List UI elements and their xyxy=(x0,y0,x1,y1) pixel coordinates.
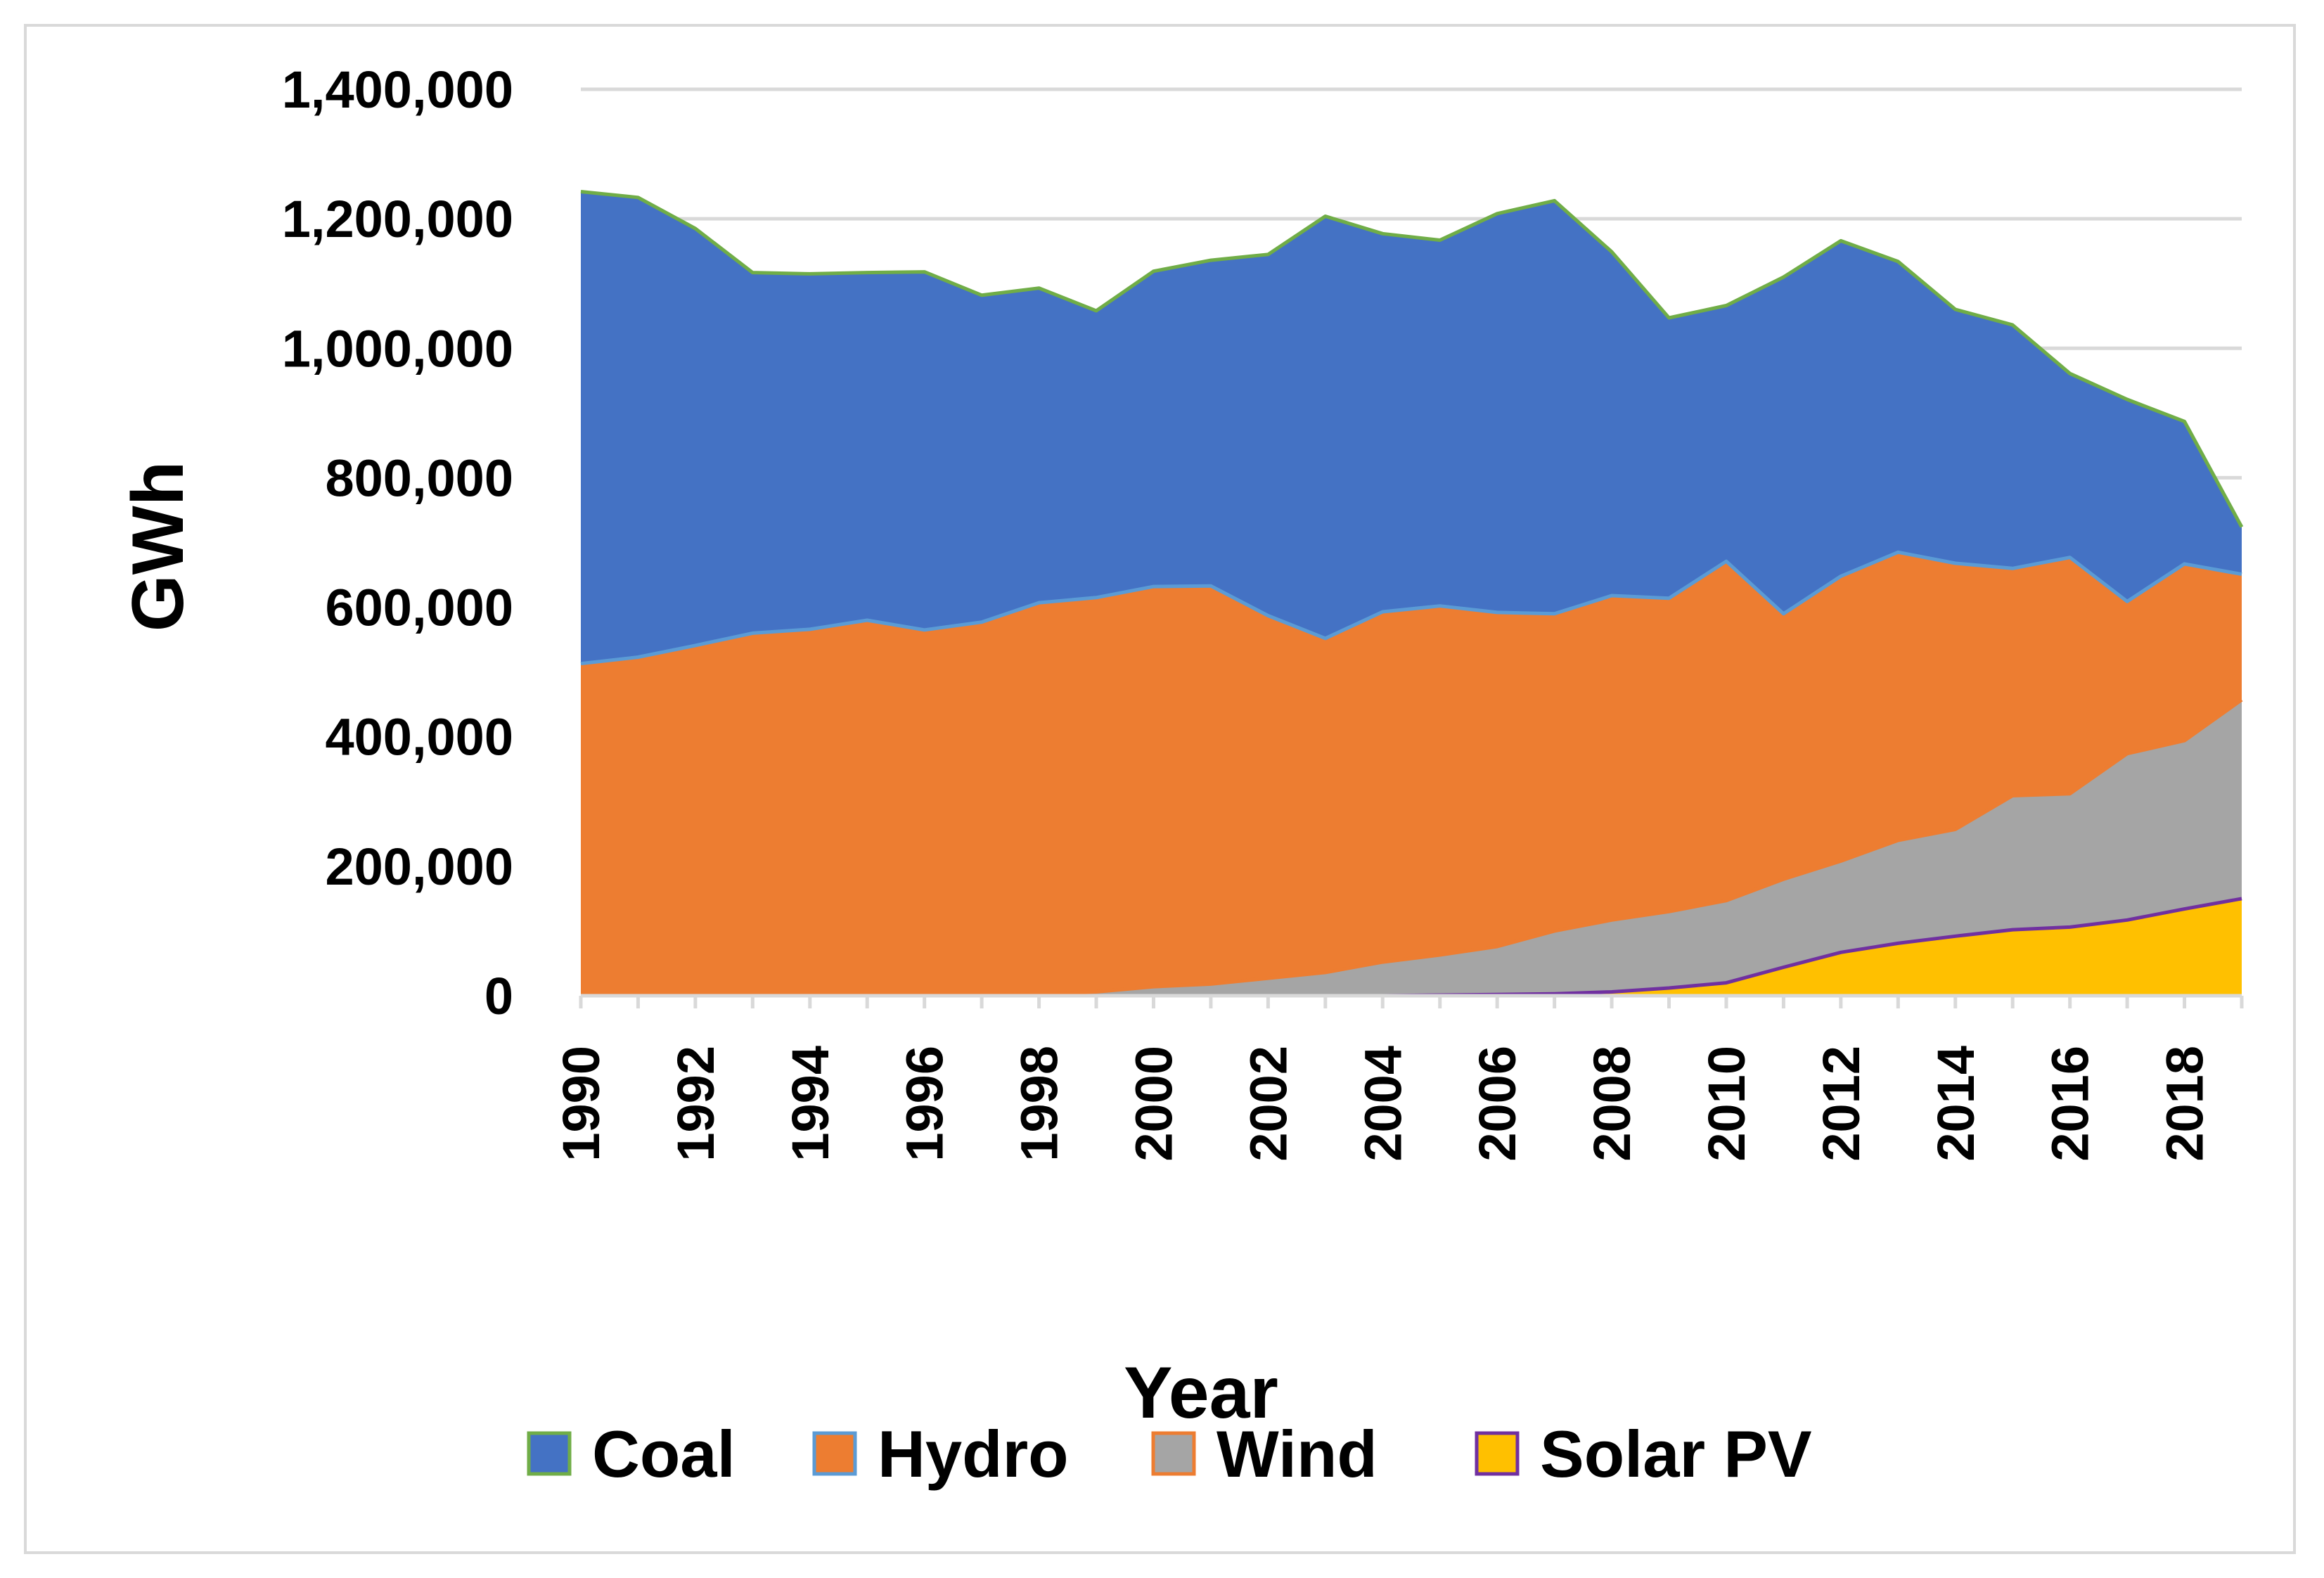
legend-swatch xyxy=(527,1431,572,1476)
area-solar-pv xyxy=(581,898,2242,996)
legend: Coal Hydro Wind Solar PV xyxy=(527,1417,1812,1491)
area-coal xyxy=(581,191,2242,664)
x-tick-label: 1994 xyxy=(781,1046,840,1162)
y-axis-title: GWh xyxy=(117,461,199,632)
legend-label: Wind xyxy=(1216,1417,1378,1491)
x-tick-label: 2004 xyxy=(1354,1046,1412,1162)
x-tick-label: 1996 xyxy=(896,1046,954,1162)
y-tick-label: 800,000 xyxy=(326,449,514,507)
y-tick-label: 0 xyxy=(484,967,513,1025)
x-axis: 1990 1992 1994 1996 1998 2000 2002 2004 2006 2008… xyxy=(552,994,2244,1162)
x-tick-label: 2012 xyxy=(1812,1046,1870,1162)
x-tick-label: 1992 xyxy=(667,1046,725,1162)
x-tick-label: 2006 xyxy=(1468,1046,1527,1162)
y-tick-label: 400,000 xyxy=(326,708,514,766)
legend-label: Solar PV xyxy=(1540,1417,1812,1491)
x-tick-label: 2000 xyxy=(1125,1046,1183,1162)
legend-swatch xyxy=(1475,1431,1520,1476)
area-outline-coal xyxy=(580,190,2244,528)
x-tick-label: 1998 xyxy=(1010,1046,1069,1162)
area-wind xyxy=(581,700,2242,996)
y-axis-tick-labels: 0 200,000 400,000 600,000 800,000 1,000,000 1,… xyxy=(282,60,513,1025)
x-tick-label: 2002 xyxy=(1239,1046,1297,1162)
y-tick-label: 1,000,000 xyxy=(282,319,513,378)
y-tick-label: 200,000 xyxy=(326,838,514,896)
x-tick-label: 2010 xyxy=(1697,1046,1756,1162)
legend-label: Coal xyxy=(592,1417,736,1491)
area-outline-hydro xyxy=(580,550,2242,666)
y-tick-label: 1,400,000 xyxy=(282,60,513,119)
y-tick-label: 600,000 xyxy=(326,579,514,637)
x-tick-label: 2008 xyxy=(1583,1046,1641,1162)
area-hydro xyxy=(581,552,2242,996)
x-tick-label: 2016 xyxy=(2041,1046,2100,1162)
x-axis-title: Year xyxy=(1124,1352,1278,1434)
x-tick-label: 2014 xyxy=(1927,1046,1985,1162)
area-series xyxy=(580,190,2244,998)
legend-swatch xyxy=(812,1431,857,1476)
y-tick-label: 1,200,000 xyxy=(282,190,513,248)
x-tick-label: 1990 xyxy=(552,1046,610,1162)
x-tick-label: 2018 xyxy=(2156,1046,2214,1162)
legend-swatch xyxy=(1151,1431,1196,1476)
legend-label: Hydro xyxy=(878,1417,1069,1491)
